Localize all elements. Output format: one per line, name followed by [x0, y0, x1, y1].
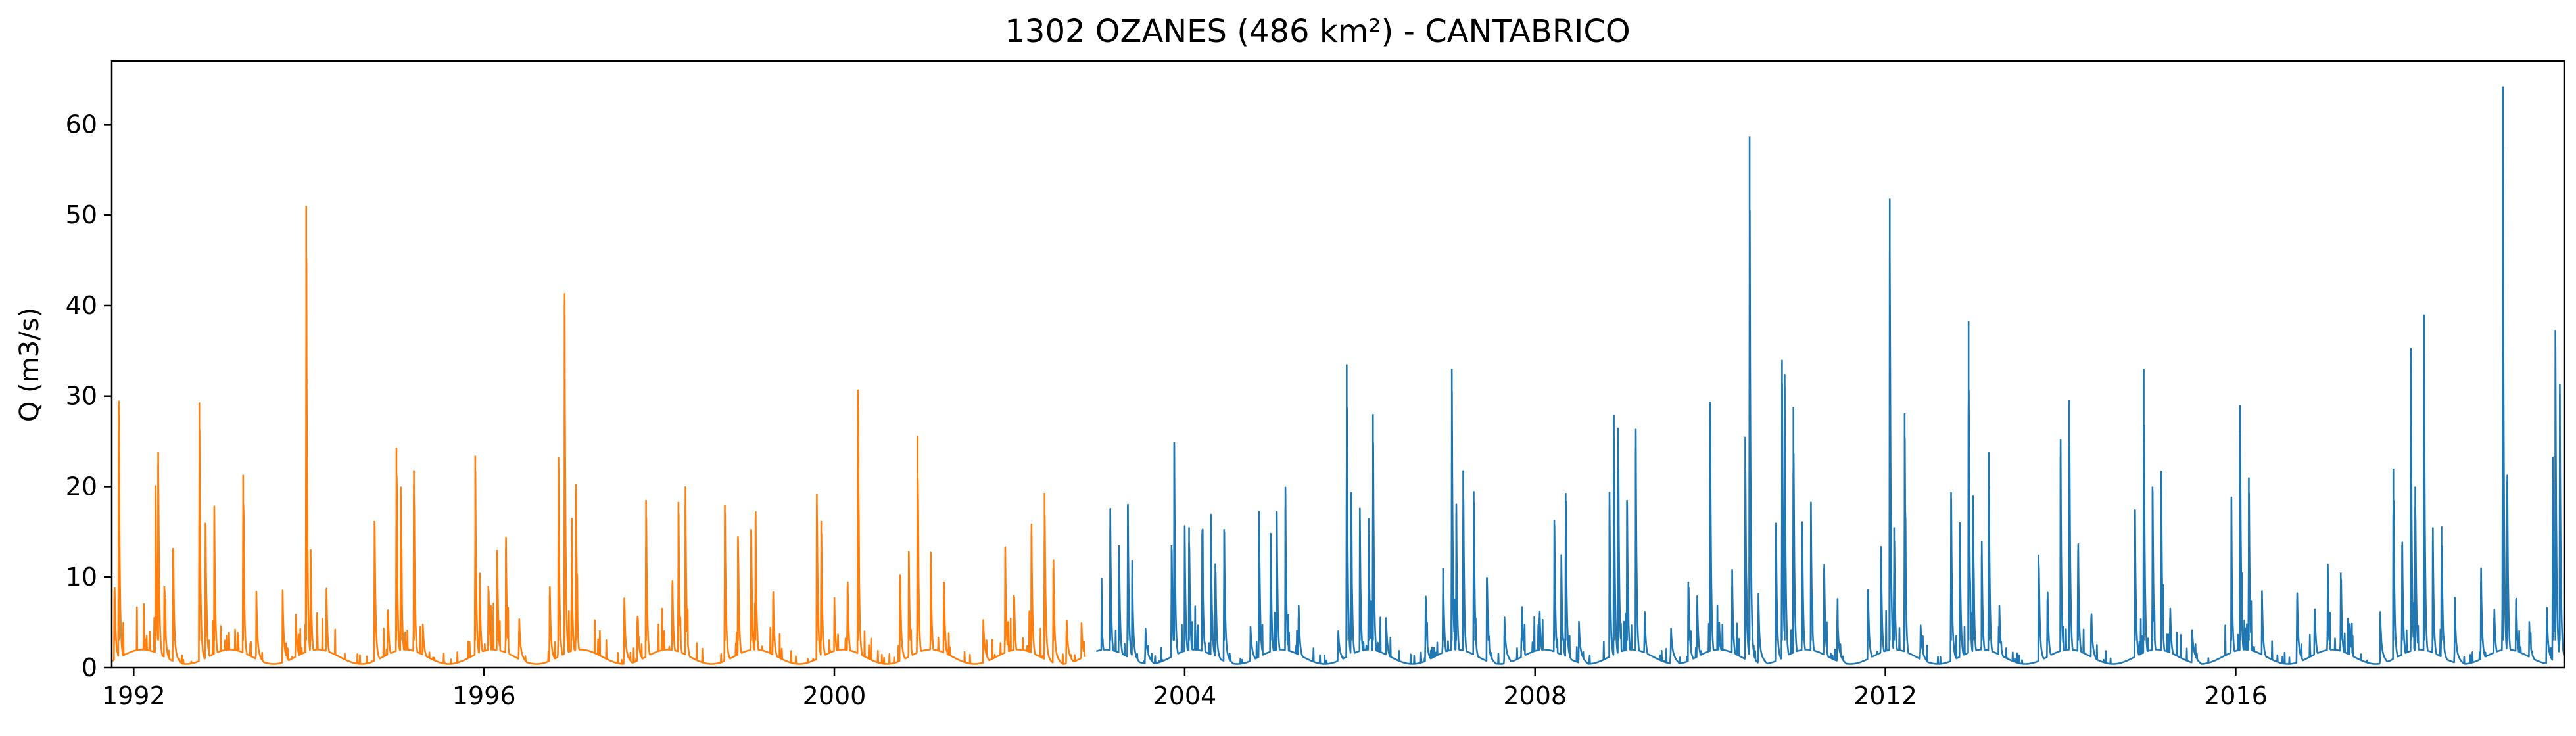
x-tick-label: 2000	[803, 681, 867, 710]
series-line-2	[1095, 149, 2564, 665]
y-tick-label: 20	[66, 472, 97, 501]
x-tick-label: 1996	[452, 681, 516, 710]
series-layer	[112, 86, 2564, 665]
y-tick-label: 60	[66, 110, 97, 139]
x-tick-label: 2016	[2204, 681, 2268, 710]
chart-title: 1302 OZANES (486 km²) - CANTABRICO	[1005, 13, 1630, 50]
series-line-1	[112, 258, 1086, 665]
y-tick-label: 10	[66, 563, 97, 591]
y-axis-title: Q (m3/s)	[14, 308, 45, 422]
plot-area-frame	[110, 60, 2565, 669]
x-tick-label: 2008	[1503, 681, 1567, 710]
x-tick-label: 2004	[1153, 681, 1217, 710]
y-tick-label: 50	[66, 200, 97, 229]
y-tick-label: 40	[66, 291, 97, 320]
x-tick-label: 1992	[102, 681, 166, 710]
y-tick-label: 30	[66, 382, 97, 411]
y-axis-ticks: 0 10 20 30 40 50 60	[66, 110, 112, 682]
y-tick-label: 0	[82, 653, 97, 682]
x-axis-ticks: 1992 1996 2000 2004 2008 2012 2016	[102, 668, 2268, 710]
x-tick-label: 2012	[1853, 681, 1917, 710]
